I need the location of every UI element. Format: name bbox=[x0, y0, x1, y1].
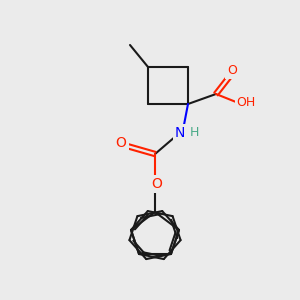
Text: N: N bbox=[175, 126, 185, 140]
Text: O: O bbox=[227, 64, 237, 77]
Text: H: H bbox=[189, 125, 199, 139]
Text: O: O bbox=[116, 136, 126, 150]
Text: O: O bbox=[152, 177, 162, 191]
Text: OH: OH bbox=[236, 95, 256, 109]
